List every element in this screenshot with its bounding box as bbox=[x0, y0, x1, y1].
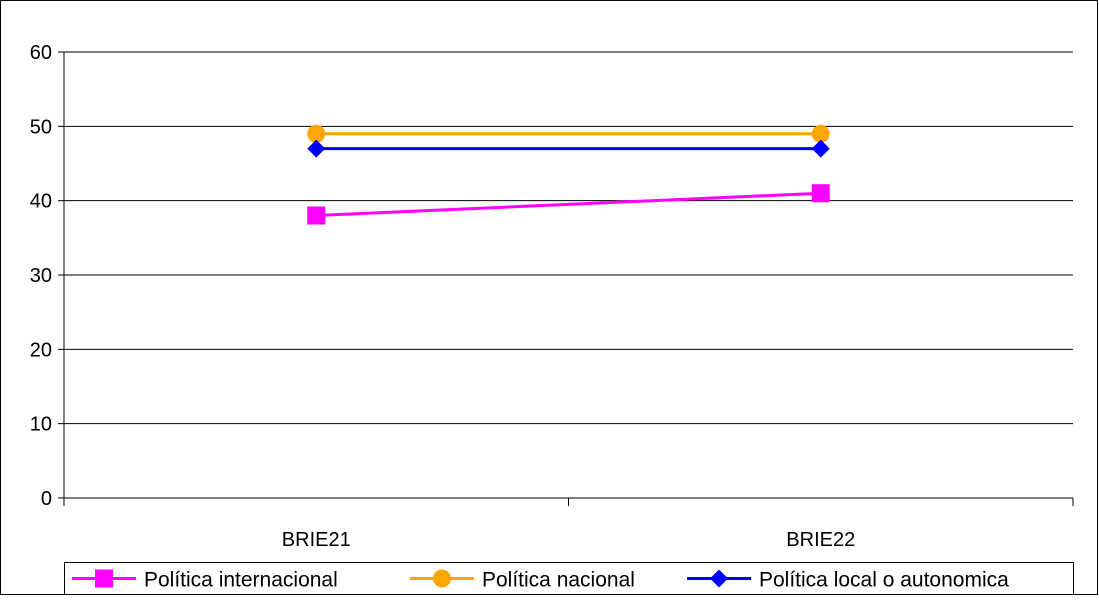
y-tick-label: 60 bbox=[30, 42, 52, 64]
legend-swatch-marker bbox=[433, 569, 451, 588]
y-tick-label: 40 bbox=[30, 191, 52, 213]
legend-label: Política nacional bbox=[482, 569, 635, 592]
axes: 0 10 20 30 40 50 60 BRIE21 BRIE22 bbox=[30, 42, 1074, 551]
series-line bbox=[316, 191, 821, 218]
data-point bbox=[307, 206, 326, 225]
y-tick-label: 30 bbox=[30, 265, 52, 287]
y-tick-label: 50 bbox=[30, 116, 52, 138]
y-tick-label: 20 bbox=[30, 339, 52, 361]
series bbox=[307, 124, 830, 225]
data-point bbox=[307, 124, 326, 143]
y-tick-label: 0 bbox=[41, 488, 52, 510]
legend: Política internacional Política nacional P… bbox=[64, 562, 1074, 595]
legend-swatch-marker bbox=[95, 569, 113, 588]
legend-swatch-marker bbox=[710, 569, 728, 588]
y-tick-label: 10 bbox=[30, 414, 52, 436]
gridlines bbox=[64, 51, 1073, 425]
data-point bbox=[811, 139, 830, 158]
x-tick-label: BRIE21 bbox=[282, 529, 351, 551]
data-point bbox=[307, 139, 326, 158]
legend-label: Política internacional bbox=[144, 569, 338, 592]
x-tick-label: BRIE22 bbox=[786, 529, 855, 551]
legend-box bbox=[64, 562, 1074, 595]
data-point bbox=[811, 124, 830, 143]
data-point bbox=[811, 184, 830, 203]
legend-label: Política local o autonomica bbox=[759, 569, 1009, 592]
